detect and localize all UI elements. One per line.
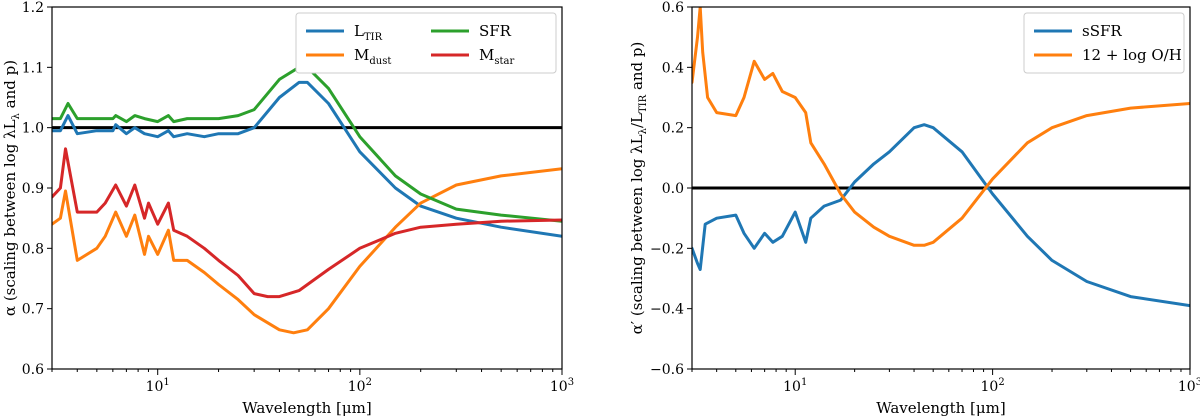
left-x-tick-label: 102 — [348, 377, 372, 395]
right-y-tick-label: −0.2 — [650, 241, 684, 257]
left-y-tick-label: 1.1 — [22, 60, 44, 76]
right-y-tick-label: −0.6 — [650, 362, 684, 378]
left-legend-label: SFR — [479, 22, 512, 40]
left-y-tick-label: 1.2 — [22, 0, 44, 16]
left-series-l-tir — [52, 80, 562, 238]
right-chart-panel: −0.6 −0.4 −0.2 0.0 0.2 0.4 0.6 101 102 103 Wavelen… — [628, 0, 1200, 417]
left-series-sfr — [52, 65, 562, 223]
left-legend-label: LTIR — [354, 22, 383, 43]
right-x-tick-label: 101 — [783, 377, 807, 395]
left-legend-box — [295, 12, 557, 74]
right-y-tick-label: 0.6 — [662, 0, 684, 16]
left-plot-frame — [51, 6, 563, 370]
left-legend-label: Mdust — [354, 46, 391, 67]
right-plot-frame — [691, 6, 1191, 370]
left-series-m-dust — [52, 167, 562, 335]
left-legend: LTIR Mdust SFR Mstar — [295, 12, 557, 74]
left-x-tick-label: 101 — [146, 377, 170, 395]
right-legend-label: sSFR — [1082, 22, 1122, 40]
right-series-ssfr — [692, 123, 1190, 308]
right-y-tick-label: 0.4 — [662, 60, 684, 76]
right-x-tick-label: 103 — [1178, 377, 1200, 395]
left-x-axis-label: Wavelength [μm] — [242, 399, 371, 417]
right-y-axis-label: α′ (scaling between log λLλ/LTIR and p) — [628, 42, 649, 335]
right-legend-label: 12 + log O/H — [1082, 46, 1182, 64]
left-y-tick-label: 0.9 — [22, 181, 44, 197]
right-series-12-log-o-h — [692, 7, 1190, 247]
left-y-axis-label: α (scaling between log λLλ and p) — [1, 60, 22, 316]
right-y-tick-label: −0.4 — [650, 302, 684, 318]
right-legend-box — [1023, 12, 1185, 74]
right-y-tick-label: 0.2 — [662, 121, 684, 137]
left-y-tick-label: 1.0 — [22, 121, 44, 137]
right-legend: sSFR 12 + log O/H — [1023, 12, 1185, 74]
left-legend-label: Mstar — [479, 46, 514, 67]
left-y-tick-label: 0.7 — [22, 302, 44, 318]
left-y-tick-label: 0.8 — [22, 241, 44, 257]
right-x-axis-label: Wavelength [μm] — [876, 399, 1005, 417]
right-y-tick-label: 0.0 — [662, 181, 684, 197]
left-series-m-star — [52, 147, 562, 299]
left-chart-panel: 0.6 0.7 0.8 0.9 1.0 1.1 1.2 101 102 103 Wavelength… — [1, 0, 574, 417]
left-x-tick-label: 103 — [550, 377, 574, 395]
right-x-tick-label: 102 — [981, 377, 1005, 395]
left-y-tick-label: 0.6 — [22, 362, 44, 378]
